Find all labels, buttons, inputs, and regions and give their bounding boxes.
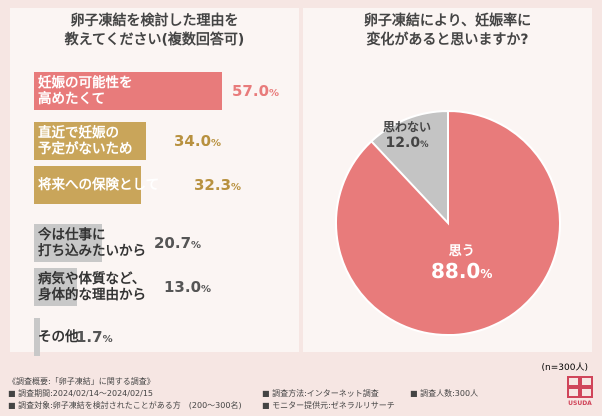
pie-value-number: 12.0 (385, 135, 421, 151)
pie-chart-title-line2: 変化があると思いますか? (366, 32, 529, 48)
bar-value-unit: % (269, 88, 280, 99)
bar-value-1: 57.0% (232, 82, 279, 100)
pie-value-unit: % (420, 139, 429, 149)
bar-value-5: 13.0% (164, 278, 211, 296)
bar-chart-panel: 卵子凍結を検討した理由を 教えてください(複数回答可) 妊娠の可能性を 高めたくて… (10, 8, 299, 356)
bar-value-2: 34.0% (174, 132, 221, 150)
bar-label-line: その他 (38, 329, 79, 345)
pie-label-yes: 思う 88.0% (431, 240, 492, 283)
pie-category-label: 思う (448, 244, 475, 259)
pie-slice-yes (335, 109, 561, 336)
bar-value-number: 20.7 (154, 234, 192, 252)
bar-label-line: 将来への保険として (38, 177, 160, 193)
bar-value-4: 20.7% (154, 234, 201, 252)
bar-chart-title-line2: 教えてください(複数回答可) (64, 32, 245, 48)
bar-label-line: 病気や体質など、 (38, 271, 146, 287)
bar-value-number: 1.7 (76, 328, 103, 346)
bar-label-line: 今は仕事に (38, 227, 106, 243)
bar-value-3: 32.3% (194, 176, 241, 194)
footer-survey-title: 《調査概要:「卵子凍結」に関する調査》 (8, 377, 155, 386)
pie-label-no: 思わない 12.0% (383, 118, 431, 151)
pie-value-number: 88.0 (431, 259, 481, 283)
bar-5 (34, 268, 77, 306)
pie-slice-no (369, 109, 449, 226)
footer-method: ■ 調査方法:インターネット調査 (262, 389, 379, 398)
bar-label-2: 直近で妊娠の 予定がないため (38, 125, 133, 157)
pie-value-unit: % (480, 267, 493, 281)
bar-3 (34, 166, 141, 204)
usuda-logo-text: USUDA (568, 400, 592, 407)
bar-value-unit: % (102, 334, 113, 345)
bar-label-5: 病気や体質など、 身体的な理由から (38, 271, 146, 303)
bar-value-6: 1.7% (76, 328, 113, 346)
sample-size-note: (n=300人) (541, 363, 588, 373)
survey-footer: 《調査概要:「卵子凍結」に関する調査》 ■ 調査期間:2024/02/14〜20… (0, 374, 602, 416)
pie-chart-title-line1: 卵子凍結により、妊娠率に (363, 13, 532, 29)
usuda-logo: USUDA (565, 376, 595, 407)
pie-value-label: 88.0% (431, 259, 492, 283)
footer-period: ■ 調査期間:2024/02/14〜2024/02/15 (8, 389, 154, 398)
bar-6 (34, 318, 40, 356)
bar-label-1: 妊娠の可能性を 高めたくて (38, 75, 133, 107)
bar-value-number: 13.0 (164, 278, 202, 296)
pie-chart (335, 109, 561, 336)
bar-chart-title: 卵子凍結を検討した理由を 教えてください(複数回答可) (10, 12, 299, 50)
bar-label-6: その他 (38, 329, 79, 345)
pie-chart-panel: 卵子凍結により、妊娠率に 変化があると思いますか? 思う 88.0% 思わない 12.… (303, 8, 592, 373)
bar-value-unit: % (191, 240, 202, 251)
bar-value-unit: % (231, 182, 242, 193)
usuda-logo-icon (567, 376, 593, 398)
bar-chart-title-line1: 卵子凍結を検討した理由を (70, 13, 239, 29)
pie-category-label: 思わない (383, 120, 432, 134)
bar-label-line: 直近で妊娠の (38, 125, 119, 141)
pie-chart-title: 卵子凍結により、妊娠率に 変化があると思いますか? (303, 12, 592, 50)
bar-value-number: 34.0 (174, 132, 212, 150)
bar-label-line: 打ち込みたいから (38, 243, 146, 259)
bar-value-unit: % (201, 284, 212, 295)
footer-target: ■ 調査対象:卵子凍結を検討されたことがある方 (200〜300名) (8, 401, 242, 410)
bar-value-number: 32.3 (194, 176, 232, 194)
pie-value-label: 12.0% (383, 135, 431, 151)
bar-label-line: 予定がないため (38, 141, 133, 157)
bar-label-line: 身体的な理由から (38, 287, 146, 303)
bar-label-line: 高めたくて (38, 91, 106, 107)
bar-value-number: 57.0 (232, 82, 270, 100)
bar-label-4: 今は仕事に 打ち込みたいから (38, 227, 146, 259)
bar-value-unit: % (211, 138, 222, 149)
bar-2 (34, 122, 147, 160)
footer-provider: ■ モニター提供元:ゼネラルリサーチ (262, 401, 395, 410)
bar-1 (34, 72, 222, 110)
footer-count: ■ 調査人数:300人 (410, 389, 479, 398)
bar-label-line: 妊娠の可能性を (38, 75, 133, 91)
bar-4 (34, 224, 103, 262)
bar-label-3: 将来への保険として (38, 177, 159, 193)
